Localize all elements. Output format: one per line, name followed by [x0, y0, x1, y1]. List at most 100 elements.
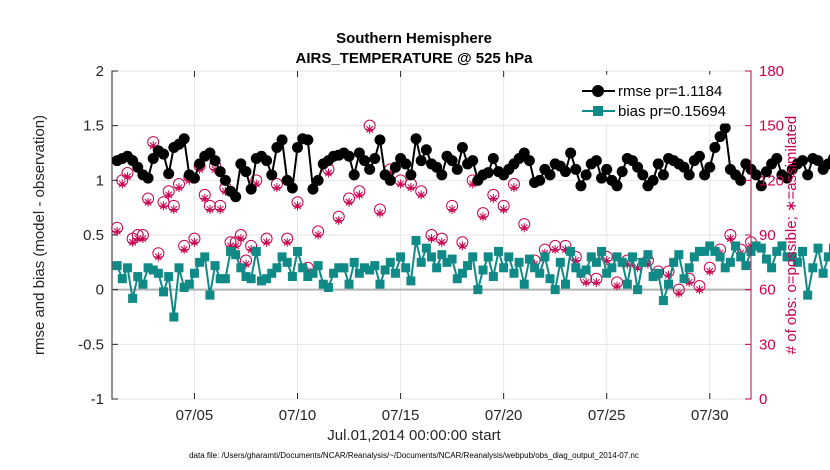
- bias-point: [442, 257, 452, 267]
- obs-assimilated-point: [365, 124, 375, 134]
- bias-point: [602, 268, 612, 278]
- obs-assimilated-point: [457, 241, 467, 251]
- obs-assimilated-point: [215, 204, 225, 214]
- rmse-point: [719, 122, 731, 134]
- bias-point: [700, 246, 710, 256]
- obs-assimilated-point: [519, 223, 529, 233]
- bias-point: [344, 279, 354, 289]
- bias-point: [236, 263, 246, 273]
- bias-point: [329, 268, 339, 278]
- obs-assimilated-point: [612, 281, 622, 291]
- rmse-point: [230, 191, 242, 203]
- bias-point: [591, 257, 601, 267]
- bias-point: [241, 272, 251, 282]
- rmse-point: [596, 172, 608, 184]
- rmse-point: [827, 154, 830, 163]
- bias-point: [256, 276, 266, 286]
- rmse-point: [178, 133, 190, 145]
- obs-assimilated-point: [128, 237, 138, 247]
- bias-point: [112, 261, 122, 271]
- x-tick-label: 07/30: [691, 407, 729, 424]
- bias-point: [298, 263, 308, 273]
- rmse-point: [482, 167, 494, 179]
- bias-point: [694, 246, 704, 256]
- obs-assimilated-point: [725, 234, 735, 244]
- bias-point: [808, 263, 818, 273]
- bias-point: [571, 263, 581, 273]
- rmse-point: [616, 166, 628, 178]
- obs-assimilated-point: [117, 179, 127, 189]
- chart-title-line-2: AIRS_TEMPERATURE @ 525 hPa: [296, 50, 534, 67]
- bias-point: [828, 243, 830, 253]
- rmse-point: [245, 183, 257, 195]
- rmse-point: [451, 163, 463, 175]
- bias-point: [792, 257, 802, 267]
- bias-point: [318, 279, 328, 289]
- chart-title-line-1: Southern Hemisphere: [336, 30, 492, 47]
- bias-point: [463, 261, 473, 271]
- x-tick-label: 07/05: [176, 407, 214, 424]
- rmse-point: [188, 172, 200, 184]
- bias-point: [303, 272, 313, 282]
- rmse-point: [415, 155, 427, 167]
- y-tick-label: 0.5: [83, 227, 104, 244]
- obs-assimilated-point: [189, 237, 199, 247]
- obs-assimilated-point: [251, 179, 261, 189]
- obs-assimilated-point: [334, 215, 344, 225]
- rmse-point: [797, 155, 809, 167]
- rmse-point: [704, 161, 716, 173]
- bias-point: [122, 263, 132, 273]
- obs-assimilated-point: [499, 204, 509, 214]
- bias-point: [396, 252, 406, 262]
- y2-tick-label: 0: [759, 391, 767, 408]
- bias-point: [220, 274, 230, 284]
- data-file-footer: data file: /Users/gharamti/Documents/NCA…: [189, 451, 639, 460]
- bias-point: [457, 268, 467, 278]
- rmse-point: [384, 174, 396, 186]
- obs-assimilated-point: [406, 183, 416, 193]
- y2-axis-ticks: 0 30 60 90 120 150 180: [745, 63, 784, 408]
- data-series: [111, 122, 830, 322]
- rmse-point: [307, 183, 319, 195]
- bias-point: [658, 296, 668, 306]
- rmse-point: [812, 155, 824, 167]
- rmse-point: [523, 155, 535, 167]
- rmse-point: [302, 134, 314, 146]
- bias-point: [432, 263, 442, 273]
- rmse-point: [410, 133, 422, 145]
- y-tick-label: 0: [96, 282, 104, 299]
- bias-point: [411, 235, 421, 245]
- bias-point: [566, 246, 576, 256]
- legend-rmse-marker: [592, 85, 604, 97]
- y2-tick-label: 120: [759, 172, 784, 189]
- obs-assimilated-point: [694, 285, 704, 295]
- obs-assimilated-point: [122, 172, 132, 182]
- bias-point: [798, 246, 808, 256]
- rmse-point: [693, 150, 705, 162]
- obs-assimilated-point: [705, 266, 715, 276]
- rmse-point: [683, 169, 695, 181]
- bias-point: [427, 252, 436, 262]
- bias-point: [164, 272, 174, 282]
- rmse-point: [364, 163, 376, 175]
- obs-assimilated-point: [112, 226, 122, 236]
- rmse-point: [219, 174, 231, 186]
- rmse-point: [611, 180, 623, 192]
- bias-point: [128, 293, 138, 303]
- y2-tick-label: 150: [759, 118, 784, 135]
- bias-point: [720, 263, 730, 273]
- obs-assimilated-point: [323, 168, 333, 178]
- bias-point: [689, 252, 699, 262]
- rmse-point: [771, 152, 783, 164]
- bias-point: [293, 246, 303, 256]
- rmse-point: [487, 152, 499, 164]
- bias-point: [262, 274, 272, 284]
- legend-rmse-label: rmse pr=1.1184: [618, 83, 722, 100]
- obs-assimilated-point: [159, 201, 169, 211]
- bias-point: [514, 257, 524, 267]
- bias-point: [648, 272, 658, 282]
- x-axis-title: Jul.01,2014 00:00:00 start: [327, 427, 501, 444]
- bias-point: [195, 257, 205, 267]
- obs-assimilated-point: [200, 194, 210, 204]
